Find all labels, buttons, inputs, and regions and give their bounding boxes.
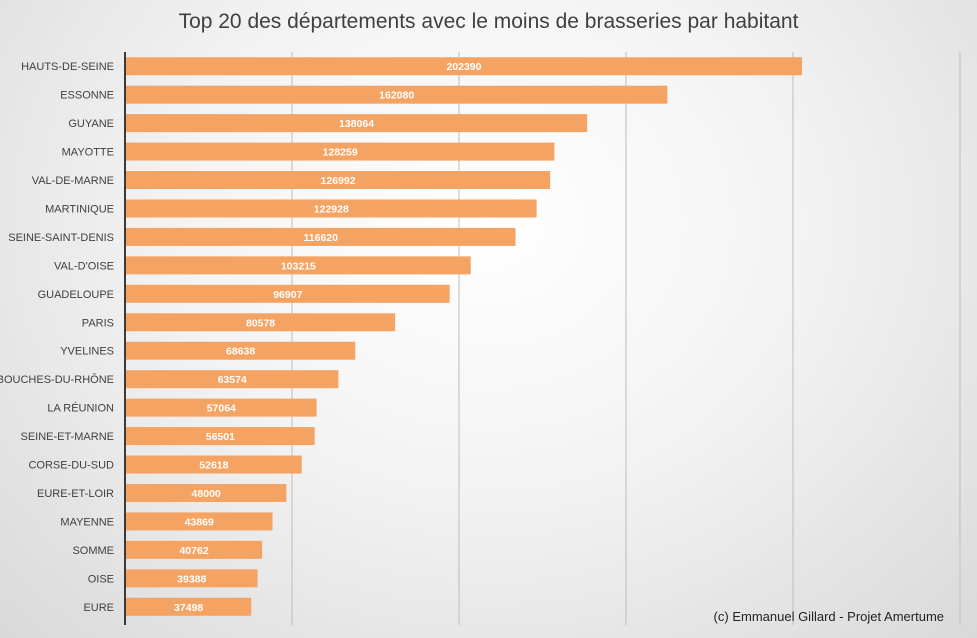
category-label: CORSE-DU-SUD [28,460,114,472]
bar [126,85,668,104]
data-label: 96907 [273,289,302,301]
bar [126,341,356,360]
data-label: 162080 [379,90,414,102]
category-label: EURE [83,602,114,614]
bar [126,256,471,275]
category-label: BOUCHES-DU-RHÔNE [0,373,114,386]
data-label: 52618 [199,460,228,472]
data-label: 57064 [207,403,236,415]
data-label: 63574 [218,374,247,386]
category-label: MARTINIQUE [45,203,114,215]
data-label: 43869 [185,516,214,528]
bar [126,427,315,446]
category-label: GUADELOUPE [38,289,114,301]
data-label: 202390 [446,61,481,73]
bar [126,142,555,161]
bar [126,540,263,559]
data-label: 138064 [339,118,374,130]
category-label: MAYOTTE [62,147,114,159]
bar [126,284,450,303]
bar [126,483,287,502]
bar [126,171,551,190]
category-label: ESSONNE [60,90,114,102]
data-label: 116620 [304,232,339,244]
data-label: 37498 [174,602,203,614]
bar [126,57,802,76]
data-label: 122928 [314,203,349,215]
category-label: VAL-D'OISE [54,260,114,272]
data-label: 103215 [281,260,316,272]
category-label: YVELINES [60,346,114,358]
data-label: 128259 [323,147,358,159]
chart-title: Top 20 des départements avec le moins de… [178,10,799,33]
bar [126,199,537,218]
bar [126,398,317,417]
bar [126,313,396,332]
data-label: 56501 [206,431,235,443]
bar [126,455,302,474]
category-label: OISE [88,573,114,585]
bar [126,512,273,531]
data-label: 39388 [177,573,206,585]
category-label: EURE-ET-LOIR [37,488,114,500]
category-label: MAYENNE [60,516,114,528]
category-label: HAUTS-DE-SEINE [21,61,114,73]
category-label: PARIS [82,317,114,329]
category-label: VAL-DE-MARNE [32,175,114,187]
bar [126,597,252,616]
category-label: SEINE-ET-MARNE [20,431,114,443]
data-label: 80578 [246,317,275,329]
category-label: SEINE-SAINT-DENIS [8,232,114,244]
data-label: 48000 [192,488,221,500]
category-label: SOMME [72,545,114,557]
data-label: 40762 [179,545,208,557]
category-label: GUYANE [68,118,114,130]
bar [126,114,588,133]
data-label: 126992 [321,175,356,187]
credit-text: (c) Emmanuel Gillard - Projet Amertume [713,609,944,624]
data-label: 68638 [226,346,255,358]
bar [126,370,339,389]
bar [126,569,258,588]
bar [126,227,516,246]
category-label: LA RÉUNION [47,402,114,415]
